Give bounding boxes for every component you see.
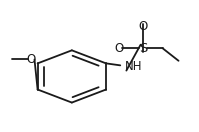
Text: O: O <box>115 42 124 55</box>
Text: O: O <box>27 53 36 66</box>
Text: S: S <box>139 42 147 55</box>
Text: O: O <box>138 20 148 33</box>
Text: NH: NH <box>125 60 143 72</box>
